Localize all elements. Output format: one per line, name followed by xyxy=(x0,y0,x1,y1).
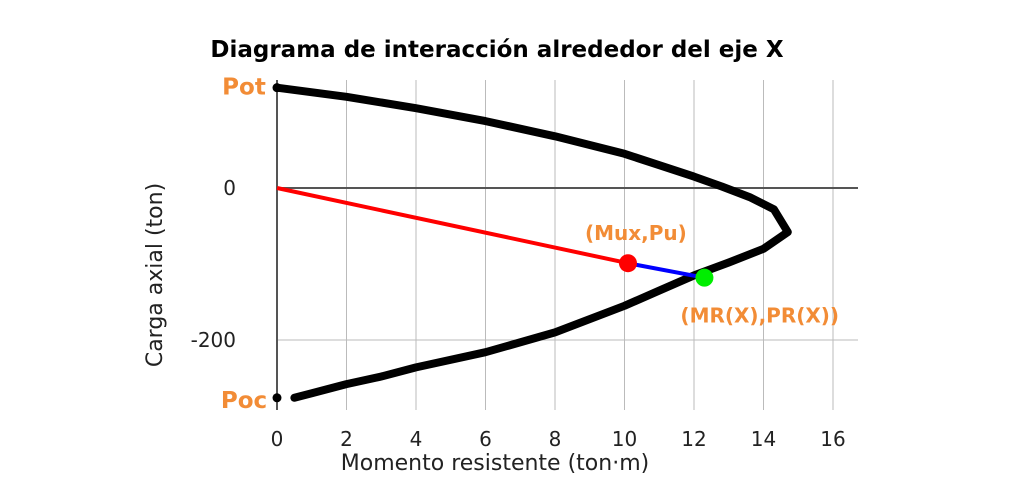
axis-end-point xyxy=(272,83,282,93)
axes: 0 2 4 6 8 10 12 14 16 0 -200 xyxy=(191,80,846,451)
demand-point-label: (Mux,Pu) xyxy=(585,221,687,245)
x-tick-label: 6 xyxy=(479,427,492,451)
x-tick-label: 12 xyxy=(681,427,706,451)
poc-label: Poc xyxy=(221,388,267,414)
axis-end-point xyxy=(272,393,282,403)
y-tick-label: -200 xyxy=(191,328,236,352)
y-tick-label: 0 xyxy=(223,176,236,200)
x-tick-label: 10 xyxy=(612,427,637,451)
x-tick-label: 0 xyxy=(271,427,284,451)
labels-group: (Mux,Pu) (MR(X),PR(X)) Pot Poc xyxy=(221,75,839,414)
series-group xyxy=(273,83,792,402)
x-tick-label: 2 xyxy=(340,427,353,451)
capacity-line xyxy=(627,261,705,280)
pot-label: Pot xyxy=(222,75,266,101)
x-tick-label: 16 xyxy=(820,427,845,451)
demand-point xyxy=(618,254,637,273)
x-tick-label: 4 xyxy=(410,427,423,451)
marks-group xyxy=(272,83,714,403)
x-tick-label: 8 xyxy=(549,427,562,451)
chart-title: Diagrama de interacción alrededor del ej… xyxy=(210,37,784,63)
x-axis-label: Momento resistente (ton·m) xyxy=(341,451,649,476)
grid xyxy=(277,80,858,410)
demand-line xyxy=(276,186,629,266)
capacity-point xyxy=(695,268,714,287)
y-axis-label: Carga axial (ton) xyxy=(143,183,168,367)
x-tick-label: 14 xyxy=(751,427,776,451)
interaction-curve xyxy=(273,83,792,402)
capacity-point-label: (MR(X),PR(X)) xyxy=(680,304,839,328)
